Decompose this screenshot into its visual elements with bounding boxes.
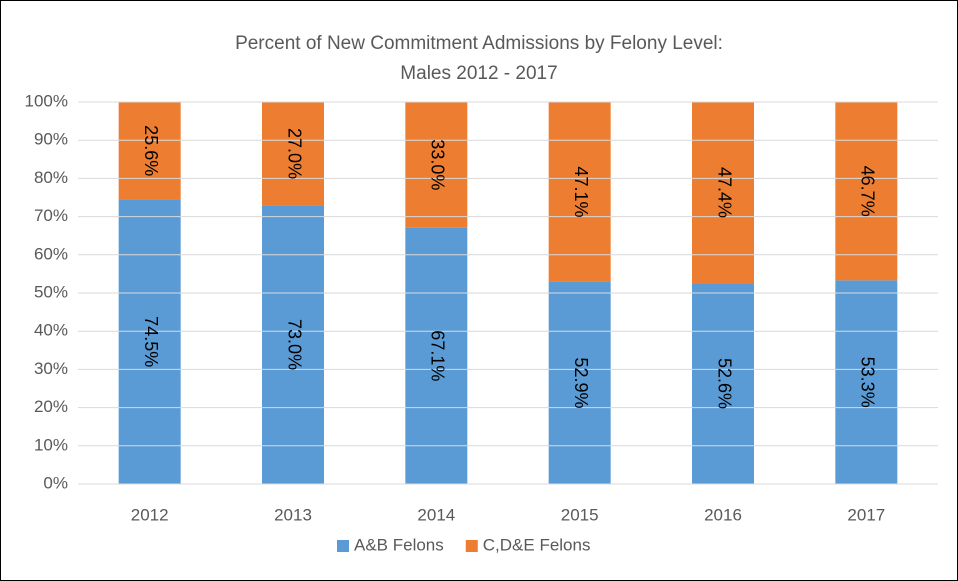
bar-segment (835, 102, 898, 281)
data-label: 46.7% (858, 166, 878, 217)
y-tick-label: 100% (25, 91, 68, 110)
x-tick-label: 2014 (417, 505, 455, 524)
legend-label: A&B Felons (354, 535, 444, 554)
data-label: 47.1% (571, 166, 591, 217)
y-tick-label: 40% (34, 321, 68, 340)
x-tick-label: 2015 (561, 505, 599, 524)
data-label: 73.0% (284, 319, 304, 370)
x-tick-label: 2016 (704, 505, 742, 524)
bar-segment (118, 199, 181, 484)
chart-title: Percent of New Commitment Admissions by … (235, 33, 723, 54)
bar-segment (405, 102, 468, 228)
y-tick-label: 90% (34, 130, 68, 149)
y-tick-label: 60% (34, 244, 68, 263)
y-tick-label: 0% (43, 473, 68, 492)
y-tick-label: 10% (34, 435, 68, 454)
bar-segment (118, 102, 181, 200)
y-tick-label: 20% (34, 397, 68, 416)
bar-segment (835, 280, 898, 484)
data-label: 52.6% (714, 358, 734, 409)
bar-segment (262, 205, 324, 484)
y-tick-label: 50% (34, 282, 68, 301)
data-label: 33.0% (428, 139, 448, 190)
data-label: 27.0% (284, 128, 304, 179)
legend-label: C,D&E Felons (483, 535, 591, 554)
y-tick-label: 70% (34, 206, 68, 225)
bar-segment (692, 102, 754, 284)
bar-segment (405, 227, 468, 485)
legend-swatch (465, 540, 478, 552)
x-tick-label: 2017 (847, 505, 885, 524)
chart-title: Males 2012 - 2017 (400, 63, 557, 84)
data-label: 25.6% (141, 125, 161, 176)
bar-segment (548, 281, 611, 484)
legend-swatch (337, 540, 349, 552)
y-tick-label: 30% (34, 359, 68, 378)
data-label: 74.5% (141, 316, 161, 367)
data-label: 47.4% (714, 167, 734, 218)
data-label: 67.1% (428, 330, 448, 381)
plot-area (118, 102, 898, 485)
bar-segment (262, 102, 324, 206)
x-tick-label: 2012 (131, 505, 169, 524)
y-tick-label: 80% (34, 168, 68, 187)
bar-segment (548, 102, 611, 282)
data-label: 52.9% (571, 357, 591, 408)
bar-segment (692, 283, 754, 484)
data-label: 53.3% (858, 357, 878, 408)
x-tick-label: 2013 (274, 505, 312, 524)
